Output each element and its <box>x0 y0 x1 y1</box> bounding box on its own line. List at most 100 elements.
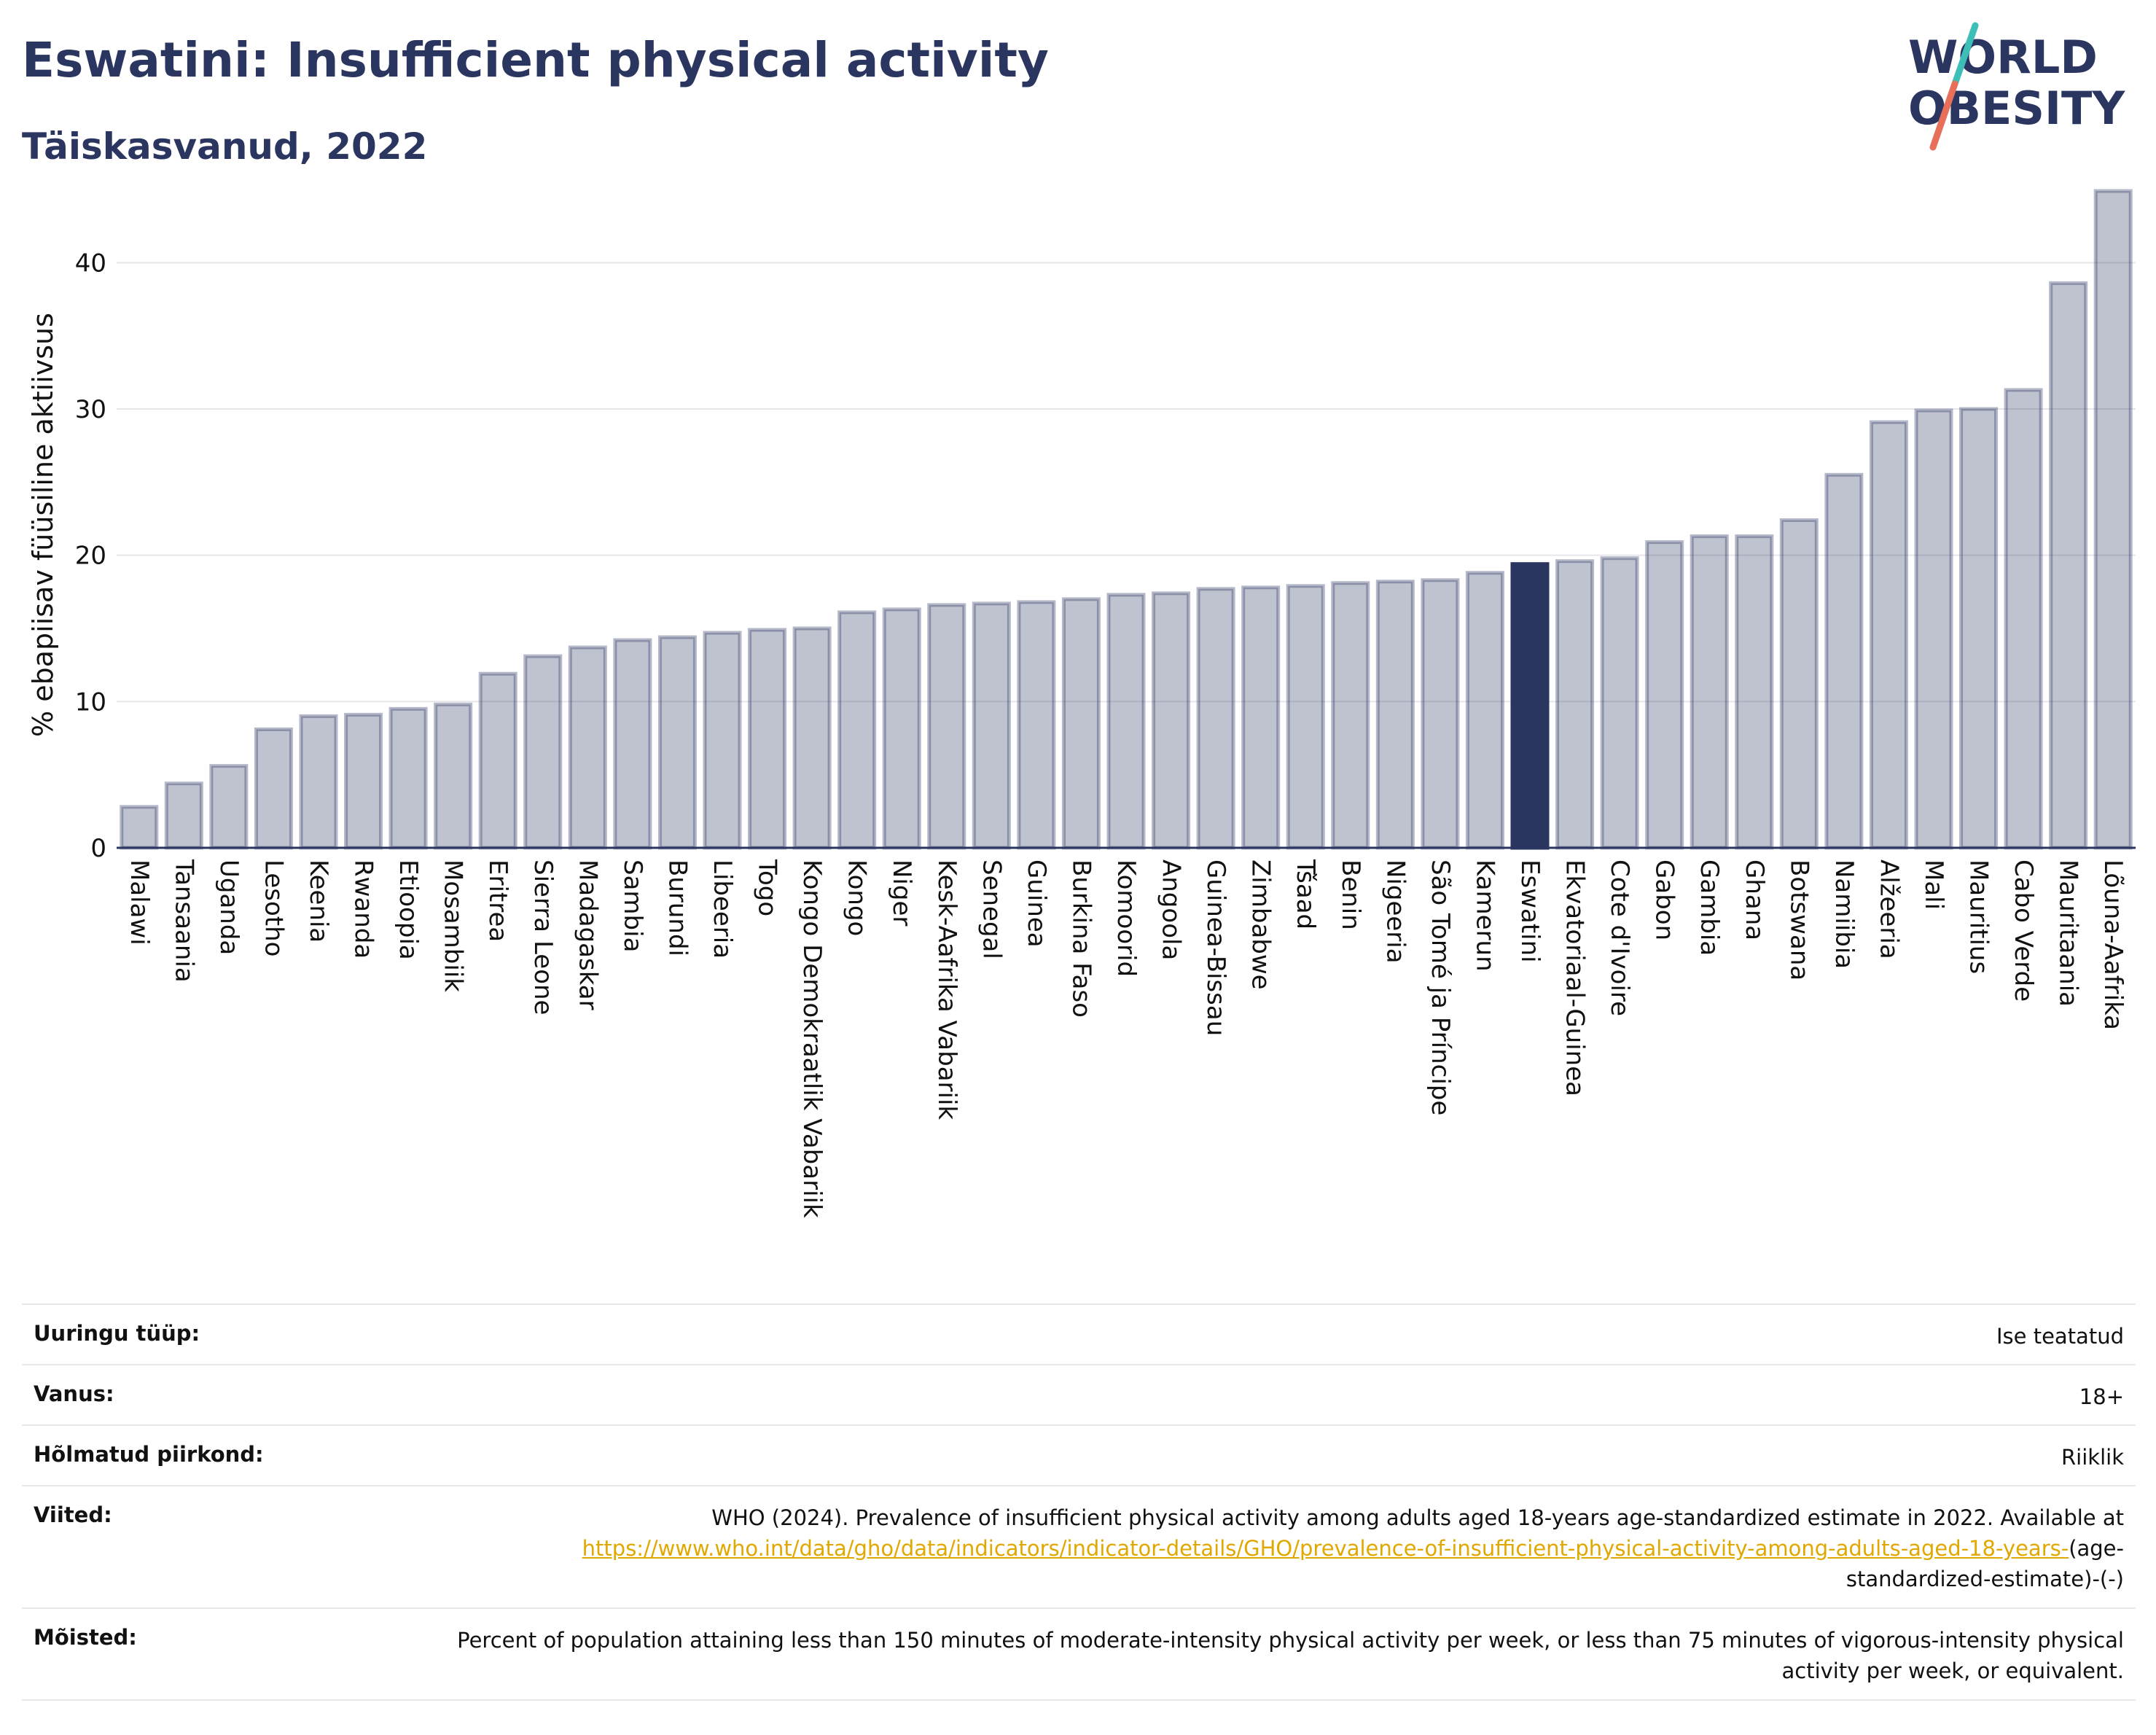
reference-text: WHO (2024). Prevalence of insufficient p… <box>711 1505 2124 1530</box>
x-tick-label: Sierra Leone <box>528 859 558 1015</box>
x-tick-label: Madagaskar <box>573 859 602 1010</box>
bar <box>837 610 877 850</box>
y-tick-label: 20 <box>75 542 106 571</box>
reference-link[interactable]: https://www.who.int/data/gho/data/indica… <box>582 1536 2069 1561</box>
bar <box>972 601 1011 850</box>
bar <box>613 638 652 850</box>
chart-title: Eswatini: Insufficient physical activity <box>22 32 1049 88</box>
bar <box>1286 584 1325 850</box>
bar-chart: 0 10 20 30 40 Malawi Tansaania Uganda Lesotho Ke… <box>27 189 2136 1218</box>
meta-value: Percent of population attaining less tha… <box>457 1628 2124 1683</box>
x-tick-label: Senegal <box>977 859 1006 959</box>
bar <box>120 805 159 850</box>
bar <box>1869 420 1908 850</box>
y-axis-label: % ebapiisav füüsiline aktiivsus <box>27 313 59 737</box>
x-tick-label: Cabo Verde <box>2009 859 2038 1002</box>
x-tick-label: Togo <box>753 859 782 916</box>
bar <box>882 607 921 850</box>
x-tick-label: Mali <box>1919 859 1948 910</box>
bar <box>1196 587 1235 850</box>
bar <box>299 714 338 850</box>
x-tick-label: Kesk-Aafrika Vabariik <box>932 859 961 1120</box>
meta-row-survey-type: Uuringu tüüp: Ise teatatud <box>22 1303 2136 1364</box>
x-tick-label: Alžeeria <box>1874 859 1903 959</box>
x-tick-label: Namiibia <box>1829 859 1859 969</box>
bar <box>927 603 966 850</box>
x-tick-label: Gambia <box>1695 859 1724 956</box>
bar <box>434 702 473 850</box>
bar <box>2004 388 2043 850</box>
bar <box>523 654 563 850</box>
bar <box>478 671 517 850</box>
x-tick-label: Kamerun <box>1470 859 1499 972</box>
x-tick-label: Kongo <box>843 859 872 936</box>
meta-row-definitions: Mõisted: Percent of population attaining… <box>22 1607 2136 1701</box>
x-tick-label: Mosambiik <box>439 859 468 992</box>
meta-label: Uuringu tüüp: <box>34 1321 200 1346</box>
x-tick-label: Cote d'Ivoire <box>1605 859 1634 1016</box>
bar <box>568 645 607 850</box>
meta-label: Hõlmatud piirkond: <box>34 1442 264 1467</box>
x-tick-label: Eswatini <box>1515 859 1544 963</box>
x-tick-label: Uganda <box>214 859 243 955</box>
bar <box>1017 600 1056 850</box>
bars <box>117 189 2136 850</box>
meta-row-age: Vanus: 18+ <box>22 1364 2136 1424</box>
meta-label: Mõisted: <box>34 1625 137 1650</box>
bar <box>2049 281 2088 850</box>
x-tick-label: Guinea <box>1022 859 1051 948</box>
bar <box>1375 580 1415 850</box>
bar <box>1690 534 1729 850</box>
meta-row-coverage: Hõlmatud piirkond: Riiklik <box>22 1424 2136 1485</box>
meta-value: 18+ <box>2079 1384 2124 1409</box>
meta-value: WHO (2024). Prevalence of insufficient p… <box>448 1486 2124 1594</box>
x-tick-label: Tansaania <box>169 859 198 983</box>
x-tick-label: Eritrea <box>483 859 512 942</box>
bar <box>1959 407 1999 850</box>
y-axis-ticks: 0 10 20 30 40 <box>75 249 106 863</box>
y-tick-label: 10 <box>75 687 106 717</box>
bar <box>1914 408 1953 850</box>
x-tick-label: Burkina Faso <box>1066 859 1095 1018</box>
x-tick-label: Ghana <box>1740 859 1769 940</box>
bar <box>1645 540 1684 850</box>
x-tick-label: Keenia <box>304 859 333 943</box>
logo-slash-coral <box>1929 80 1958 151</box>
metadata-table: Uuringu tüüp: Ise teatatud Vanus: 18+ Hõ… <box>22 1303 2136 1701</box>
x-tick-label: Angoola <box>1157 859 1186 960</box>
x-tick-label: Sambia <box>618 859 647 952</box>
bar <box>1555 559 1595 850</box>
x-tick-label: Nigeeria <box>1380 859 1410 964</box>
x-tick-label: Botswana <box>1784 859 1813 980</box>
bar <box>1600 556 1639 850</box>
y-tick-label: 40 <box>75 249 106 278</box>
bar-highlighted <box>1510 562 1550 850</box>
x-tick-label: Ekvatoriaal-Guinea <box>1561 859 1590 1096</box>
bar <box>792 626 832 850</box>
x-tick-label: Tšaad <box>1291 859 1320 929</box>
bar <box>1061 597 1101 850</box>
x-axis-ticks: Malawi Tansaania Uganda Lesotho Keenia Rwanda… <box>125 859 2128 1218</box>
x-tick-label: Malawi <box>125 859 154 946</box>
x-tick-label: Burundi <box>663 859 692 956</box>
bar <box>2093 189 2133 850</box>
x-tick-label: Lesotho <box>259 859 288 956</box>
bar <box>1106 593 1146 850</box>
bar <box>388 706 428 850</box>
bar <box>209 764 249 850</box>
y-tick-label: 30 <box>75 395 106 424</box>
reference-suffix: (age-standardized-estimate)-(-) <box>1846 1536 2124 1591</box>
logo-slash-teal <box>1951 22 1979 87</box>
logo-line1: WORLD <box>1908 31 2098 84</box>
bar <box>657 635 697 850</box>
x-tick-label: Libeeria <box>708 859 737 959</box>
x-tick-label: Mauritaania <box>2054 859 2083 1007</box>
meta-value: Riiklik <box>2061 1445 2124 1470</box>
bar <box>703 631 742 850</box>
bar <box>1779 518 1819 850</box>
x-tick-label: Zimbabwe <box>1246 859 1276 990</box>
x-tick-label: Mauritius <box>1964 859 1993 974</box>
x-tick-label: Benin <box>1336 859 1365 930</box>
bar <box>1241 585 1281 850</box>
x-tick-label: Kongo Demokraatlik Vabariik <box>797 859 827 1218</box>
